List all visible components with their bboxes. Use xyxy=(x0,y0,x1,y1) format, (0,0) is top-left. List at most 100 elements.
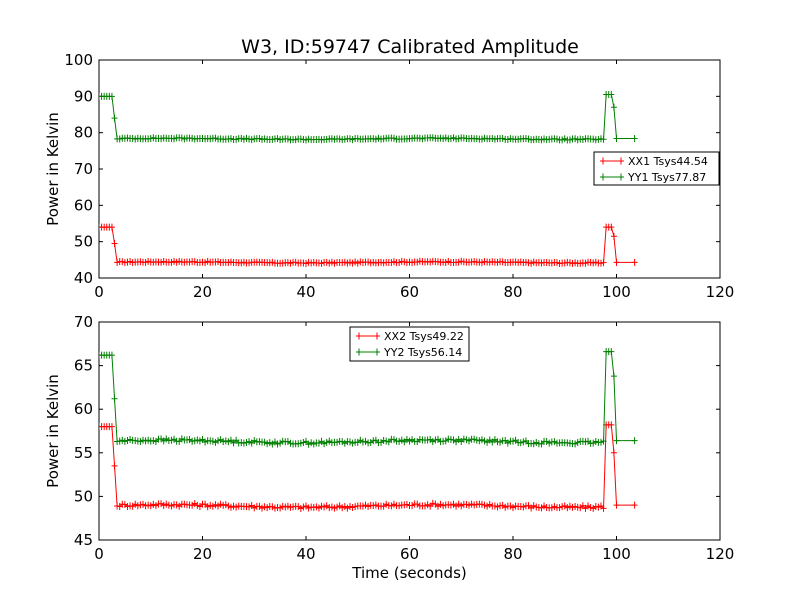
data-point xyxy=(458,257,465,265)
data-point xyxy=(561,135,568,143)
data-point xyxy=(124,503,131,511)
x-tick-label: 60 xyxy=(400,545,419,563)
y-tick-label: 60 xyxy=(74,196,93,214)
data-point xyxy=(359,438,366,446)
data-point xyxy=(365,503,372,511)
data-point xyxy=(522,258,529,266)
data-point xyxy=(114,258,121,266)
data-point xyxy=(287,259,294,267)
data-point xyxy=(610,449,617,457)
data-point xyxy=(473,436,480,444)
data-point xyxy=(196,437,203,445)
x-tick-label: 80 xyxy=(503,283,522,301)
data-point xyxy=(233,135,240,143)
data-point xyxy=(305,440,312,448)
data-point xyxy=(150,437,157,445)
data-point xyxy=(240,135,247,143)
data-point xyxy=(124,258,131,266)
data-point xyxy=(352,503,359,511)
data-point xyxy=(178,134,185,142)
data-point xyxy=(585,502,592,510)
data-point xyxy=(481,501,488,509)
data-point xyxy=(111,462,118,470)
series-xx1 xyxy=(99,223,638,268)
y-tick-label: 60 xyxy=(74,400,93,418)
data-point xyxy=(522,135,529,143)
data-point xyxy=(566,502,573,510)
data-point xyxy=(344,259,351,267)
data-point xyxy=(590,439,597,447)
x-tick-label: 120 xyxy=(706,545,735,563)
data-point xyxy=(533,439,540,447)
data-point xyxy=(468,500,475,508)
data-point xyxy=(297,505,304,513)
x-tick-label: 20 xyxy=(193,545,212,563)
data-point xyxy=(297,135,304,143)
data-point xyxy=(463,501,470,509)
data-point xyxy=(486,500,493,508)
data-point xyxy=(349,259,356,267)
data-point xyxy=(510,504,516,512)
data-point xyxy=(282,503,289,511)
data-point xyxy=(390,258,397,266)
series-yy1 xyxy=(99,91,638,144)
data-point xyxy=(158,258,165,266)
data-point xyxy=(559,136,566,144)
data-point xyxy=(380,135,387,143)
data-point xyxy=(572,135,579,143)
data-point xyxy=(243,134,250,142)
data-point xyxy=(274,440,281,448)
data-point xyxy=(396,437,403,445)
data-point xyxy=(551,438,558,446)
data-point xyxy=(434,502,441,510)
data-point xyxy=(266,439,273,447)
data-point xyxy=(191,437,198,445)
data-point xyxy=(546,439,553,447)
data-point xyxy=(259,504,266,512)
data-point xyxy=(240,258,247,266)
y-tick-label: 100 xyxy=(64,51,93,69)
data-point xyxy=(287,439,294,447)
data-point xyxy=(150,500,157,508)
data-point xyxy=(246,259,253,267)
data-point xyxy=(139,500,146,508)
data-point xyxy=(222,437,229,445)
data-point xyxy=(370,258,377,266)
y-tick-label: 55 xyxy=(74,444,93,462)
data-point xyxy=(326,504,333,512)
data-point xyxy=(215,502,222,510)
data-point xyxy=(566,136,573,144)
data-point xyxy=(504,136,511,144)
data-point xyxy=(559,503,566,511)
data-point xyxy=(447,435,454,443)
y-tick-label: 80 xyxy=(74,124,93,142)
data-point xyxy=(574,503,581,511)
data-point xyxy=(341,502,348,510)
data-point xyxy=(217,500,224,508)
data-point xyxy=(297,439,304,447)
data-point xyxy=(119,436,126,444)
x-axis-label: Time (seconds) xyxy=(351,564,467,582)
data-point xyxy=(318,259,325,267)
data-point xyxy=(414,258,421,266)
data-point xyxy=(168,258,175,266)
data-point xyxy=(305,258,312,266)
data-point xyxy=(108,351,115,359)
legend-label: XX1 Tsys44.54 xyxy=(628,155,708,168)
data-point xyxy=(191,258,198,266)
data-point xyxy=(220,501,227,509)
data-point xyxy=(310,503,317,511)
data-point xyxy=(424,258,431,266)
data-point xyxy=(303,437,309,445)
data-point xyxy=(215,437,222,445)
data-point xyxy=(610,232,617,240)
legend-marker xyxy=(374,348,380,356)
data-point xyxy=(422,502,429,510)
legend-marker xyxy=(618,157,624,165)
y-axis-label: Power in Kelvin xyxy=(44,374,62,488)
data-point xyxy=(129,134,136,142)
data-point xyxy=(631,134,638,142)
x-tick-label: 100 xyxy=(602,283,631,301)
legend: XX2 Tsys49.22 YY2 Tsys56.14 xyxy=(349,326,470,362)
data-point xyxy=(116,135,123,143)
